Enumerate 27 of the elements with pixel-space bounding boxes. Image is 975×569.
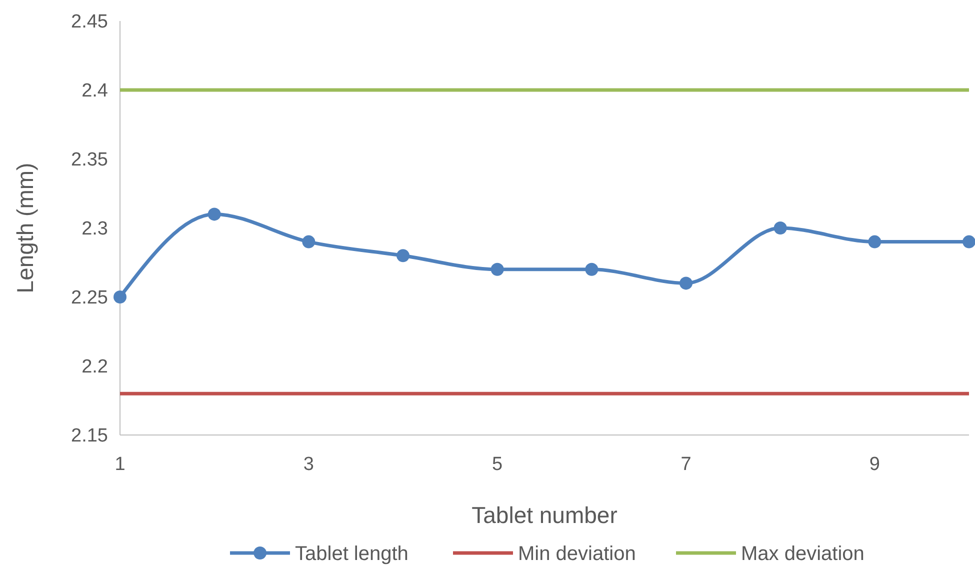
point xyxy=(114,290,126,304)
y-tick-label: 2.2 xyxy=(82,356,108,378)
point xyxy=(302,235,316,248)
legend-label: Min deviation xyxy=(518,543,636,565)
x-tick-label: 5 xyxy=(492,454,503,475)
point xyxy=(962,235,975,248)
x-tick-label: 7 xyxy=(680,454,692,475)
x-tick-label: 9 xyxy=(869,454,880,475)
legend-label: Tablet length xyxy=(295,543,408,565)
x-axis-title: Tablet number xyxy=(472,502,618,528)
y-tick-label: 2.25 xyxy=(71,288,108,309)
y-tick-label: 2.4 xyxy=(82,80,108,102)
legend-label: Max deviation xyxy=(741,543,864,565)
y-axis-title: Length (mm) xyxy=(12,162,38,294)
x-tick-label: 3 xyxy=(303,454,314,475)
point xyxy=(680,276,692,290)
point xyxy=(396,249,410,262)
point xyxy=(868,235,882,248)
point xyxy=(774,222,787,234)
point xyxy=(585,262,598,276)
y-tick-label: 2.15 xyxy=(71,426,108,447)
point xyxy=(490,262,504,276)
y-tick-label: 2.45 xyxy=(71,12,108,33)
x-tick-label: 1 xyxy=(114,454,126,475)
point xyxy=(208,208,221,221)
y-tick-label: 2.3 xyxy=(82,218,108,240)
y-tick-label: 2.35 xyxy=(71,150,108,171)
